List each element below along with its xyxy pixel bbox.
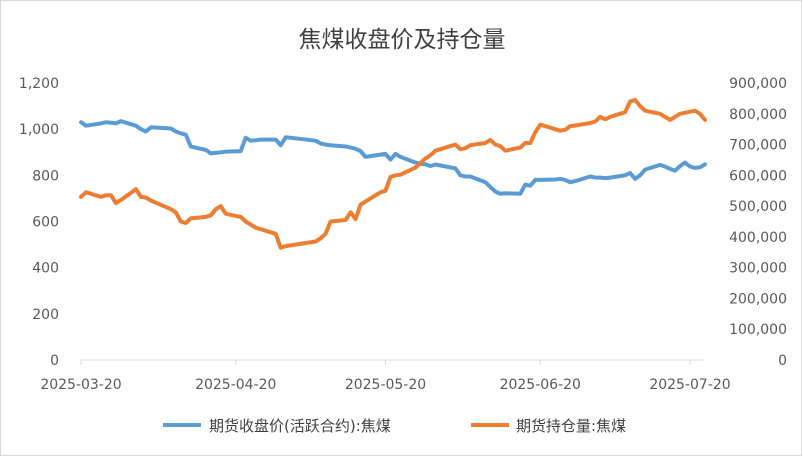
y-right-tick-label: 500,000	[729, 199, 787, 215]
x-tick-label: 2025-07-20	[649, 377, 730, 393]
y-left-tick-label: 600	[32, 215, 59, 231]
y-right-tick-label: 100,000	[729, 322, 787, 338]
y-right-tick-label: 0	[778, 353, 787, 369]
series-line-price	[79, 119, 707, 196]
y-right-tick-label: 200,000	[729, 291, 787, 307]
x-tick-label: 2025-05-20	[345, 377, 426, 393]
legend-label-price: 期货收盘价(活跃合约):焦煤	[209, 417, 391, 435]
y-left-tick-label: 200	[32, 307, 59, 323]
y-left-tick-label: 0	[50, 353, 59, 369]
y-right-tick-label: 900,000	[729, 76, 787, 92]
x-tick-label: 2025-03-20	[40, 377, 121, 393]
y-left-tick-label: 800	[32, 168, 59, 184]
y-right-tick-label: 400,000	[729, 230, 787, 246]
x-tick-label: 2025-06-20	[500, 377, 581, 393]
y-right-tick-label: 600,000	[729, 168, 787, 184]
legend-label-open-interest: 期货持仓量:焦煤	[516, 417, 626, 435]
y-left-tick-labels: 0 200 400 600 800 1,000 1,200	[19, 76, 59, 369]
y-left-tick-label: 400	[32, 261, 59, 277]
legend: 期货收盘价(活跃合约):焦煤 期货持仓量:焦煤	[163, 417, 626, 435]
x-tick-labels: 2025-03-20 2025-04-20 2025-05-20 2025-06-20…	[40, 377, 730, 393]
y-right-tick-label: 700,000	[729, 138, 787, 154]
y-left-tick-label: 1,200	[19, 76, 59, 92]
x-tick-label: 2025-04-20	[195, 377, 276, 393]
series-line-open-interest	[79, 97, 707, 250]
chart-title: 焦煤收盘价及持仓量	[299, 27, 506, 53]
y-right-tick-labels: 0 100,000 200,000 300,000 400,000 500,000 600,…	[729, 76, 787, 369]
y-right-tick-label: 800,000	[729, 107, 787, 123]
y-left-tick-label: 1,000	[19, 122, 59, 138]
y-right-tick-label: 300,000	[729, 261, 787, 277]
x-tick-marks	[80, 360, 691, 365]
